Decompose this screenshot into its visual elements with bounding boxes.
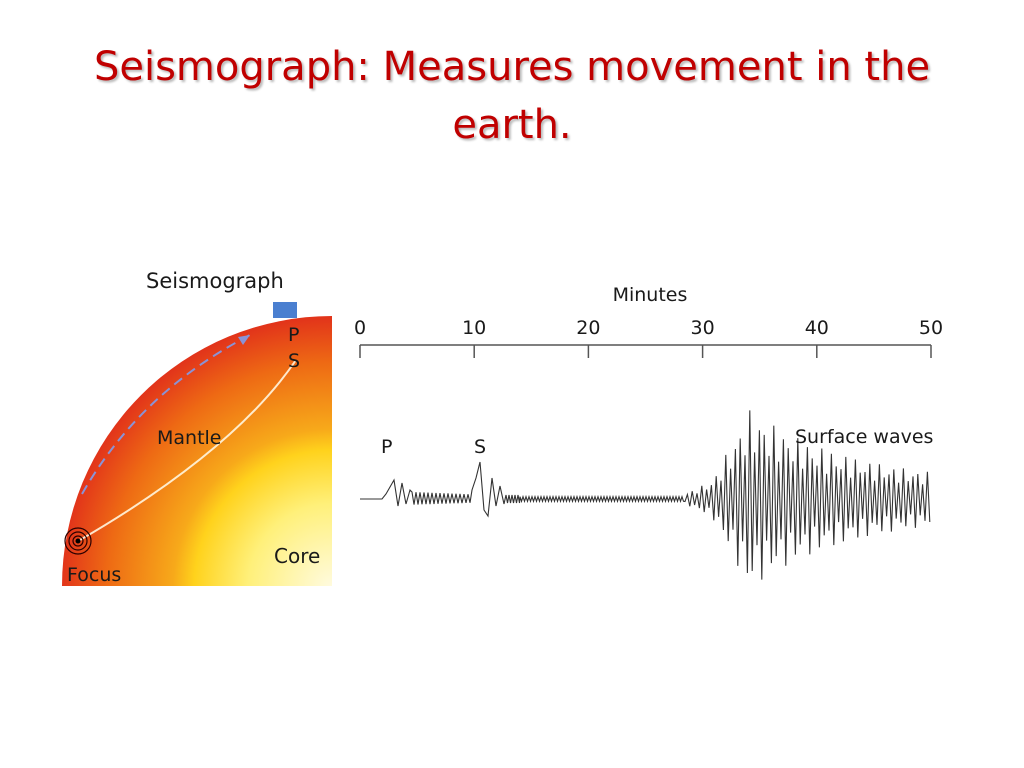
focus-label: Focus [67, 564, 121, 586]
axis-tick-label: 30 [691, 317, 715, 339]
surface-wave-arrowhead [238, 335, 250, 345]
time-axis-title: Minutes [613, 284, 688, 306]
s-wave-label: S [474, 436, 486, 458]
earth-cross-section: Seismograph Surface waves Mantle Core Fo… [62, 269, 332, 586]
time-axis-ticks: 0 10 20 30 40 50 [354, 317, 943, 358]
seismograph-station [273, 302, 297, 318]
seismograph-label: Seismograph [146, 269, 284, 293]
axis-tick-label: 50 [919, 317, 943, 339]
s-wave-arrival-label: S [288, 350, 300, 372]
p-wave-label: P [381, 436, 392, 458]
focus-marker [64, 527, 92, 555]
earth-quadrant [62, 316, 332, 586]
slide-title: Seismograph: Measures movement in the ea… [93, 44, 931, 148]
axis-tick-label: 0 [354, 317, 366, 339]
mantle-label: Mantle [157, 427, 222, 449]
axis-tick-label: 10 [462, 317, 486, 339]
p-wave-arrival-label: P [288, 324, 299, 346]
seismogram-trace [360, 410, 931, 580]
axis-tick-label: 40 [805, 317, 829, 339]
seismic-ray-path [79, 359, 297, 541]
core-label: Core [274, 544, 320, 568]
axis-tick-label: 20 [576, 317, 600, 339]
surface-wave-path [81, 334, 251, 495]
seismogram: Minutes 0 10 20 30 40 50 P S Surface waves [354, 284, 943, 580]
surface-waves-label: Surface waves [795, 426, 933, 448]
